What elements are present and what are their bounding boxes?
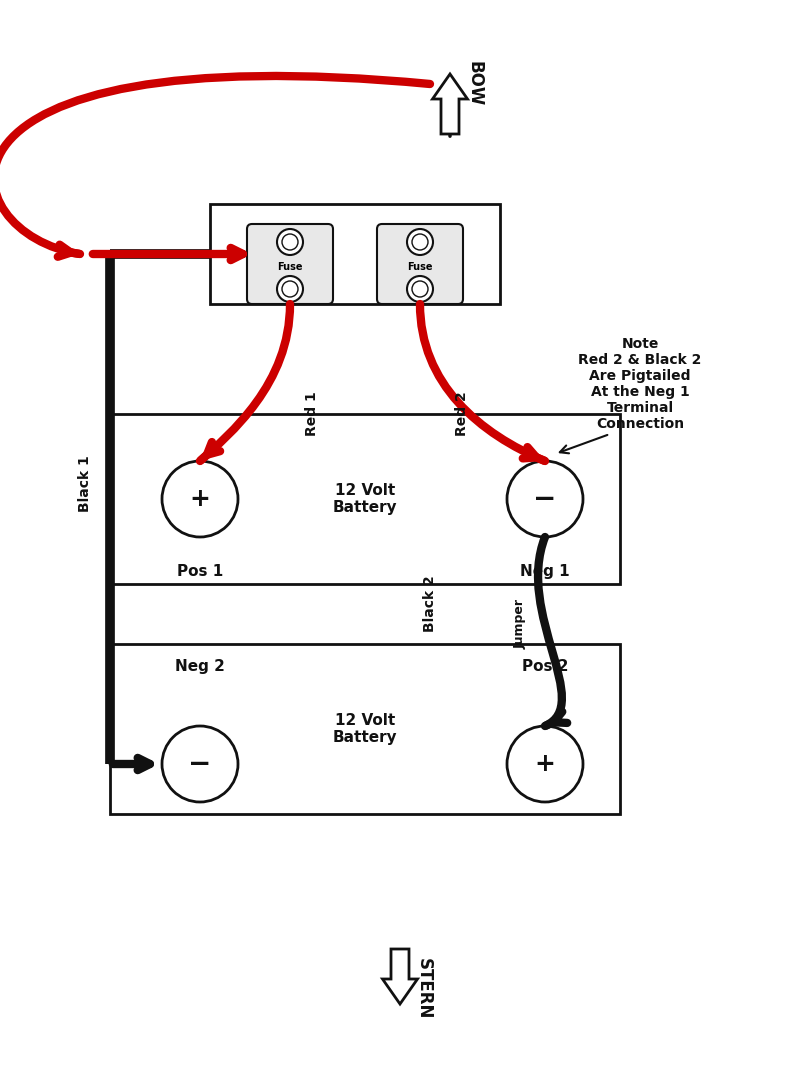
Text: Note
Red 2 & Black 2
Are Pigtailed
At the Neg 1
Terminal
Connection: Note Red 2 & Black 2 Are Pigtailed At th… [578,336,702,431]
Bar [110,414,620,584]
FancyBboxPatch shape [247,224,333,304]
Bar [110,644,620,814]
Circle shape [407,229,433,255]
Circle shape [277,276,303,302]
Circle shape [162,461,238,537]
Text: 12 Volt
Battery: 12 Volt Battery [333,482,398,515]
Circle shape [282,234,298,250]
Text: Red 1: Red 1 [305,391,319,437]
FancyArrow shape [382,948,418,1004]
FancyArrow shape [433,74,467,134]
Bar [210,204,500,304]
Text: Jumper: Jumper [514,599,526,649]
Text: Red 2: Red 2 [455,391,469,437]
Text: Fuse: Fuse [278,262,302,272]
Circle shape [507,726,583,802]
Circle shape [407,276,433,302]
Circle shape [412,234,428,250]
Text: Black 1: Black 1 [78,455,92,513]
Circle shape [277,229,303,255]
Circle shape [282,281,298,297]
Text: +: + [534,752,555,776]
Circle shape [162,726,238,802]
Circle shape [507,461,583,537]
Text: +: + [190,487,210,511]
Text: Neg 2: Neg 2 [175,659,225,674]
Text: STERN: STERN [415,958,433,1020]
Text: Pos 2: Pos 2 [522,659,568,674]
Text: 12 Volt
Battery: 12 Volt Battery [333,713,398,745]
Text: Neg 1: Neg 1 [520,564,570,579]
Text: Pos 1: Pos 1 [177,564,223,579]
Text: Black 2: Black 2 [423,576,437,632]
Text: −: − [188,750,212,778]
FancyBboxPatch shape [377,224,463,304]
Text: −: − [534,485,557,513]
Text: Fuse: Fuse [407,262,433,272]
Circle shape [412,281,428,297]
Text: BOW: BOW [465,62,483,106]
